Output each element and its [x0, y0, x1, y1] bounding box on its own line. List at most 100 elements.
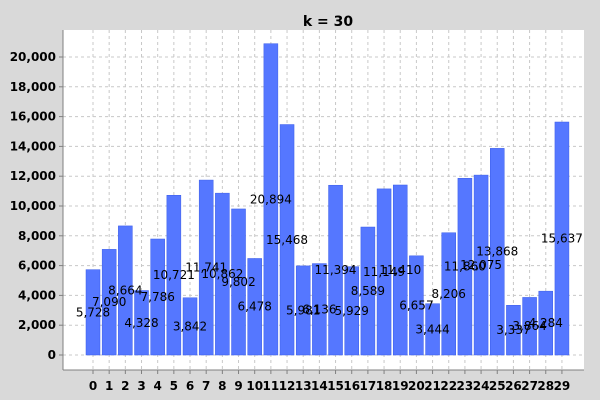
data-label: 11,149 — [363, 265, 405, 279]
data-label: 5,728 — [76, 305, 110, 319]
bar — [328, 184, 343, 356]
data-label: 5,929 — [335, 304, 369, 318]
data-label: 8,206 — [432, 287, 466, 301]
bar — [457, 178, 473, 356]
bar — [101, 249, 117, 356]
y-tick-label: 10,000 — [10, 199, 56, 213]
data-label: 20,894 — [250, 192, 292, 206]
x-tick-label: 21 — [424, 379, 441, 393]
x-tick-label: 9 — [234, 379, 242, 393]
y-tick-label: 2,000 — [18, 318, 56, 332]
x-tick-label: 6 — [186, 379, 194, 393]
data-label: 4,284 — [529, 316, 563, 330]
bar — [409, 255, 424, 356]
x-tick-label: 5 — [170, 379, 178, 393]
data-label: 15,637 — [541, 232, 583, 246]
data-label: 13,868 — [476, 245, 518, 259]
data-label: 11,741 — [185, 261, 227, 275]
bar — [376, 188, 392, 356]
bar — [538, 290, 554, 356]
data-label: 3,864 — [512, 319, 546, 333]
y-tick-label: 14,000 — [10, 139, 56, 153]
data-label: 9,802 — [221, 275, 255, 289]
data-label: 11,394 — [315, 263, 357, 277]
y-tick-label: 6,000 — [18, 259, 56, 273]
bar — [506, 305, 521, 356]
bar — [392, 184, 408, 356]
x-tick-label: 26 — [505, 379, 522, 393]
data-label: 6,657 — [399, 298, 433, 312]
y-tick-label: 16,000 — [10, 110, 56, 124]
data-label: 10,721 — [153, 268, 195, 282]
x-tick-label: 23 — [457, 379, 474, 393]
bar — [182, 297, 198, 356]
data-label: 11,860 — [444, 260, 486, 274]
x-tick-label: 18 — [376, 379, 393, 393]
bar — [554, 121, 570, 356]
x-tick-label: 7 — [202, 379, 210, 393]
data-label: 11,410 — [379, 263, 421, 277]
x-tick-label: 12 — [279, 379, 296, 393]
bar — [490, 148, 505, 356]
x-tick-label: 29 — [554, 379, 571, 393]
bar — [215, 192, 230, 356]
x-tick-label: 19 — [392, 379, 409, 393]
x-tick-label: 17 — [360, 379, 377, 393]
data-label: 3,337 — [496, 323, 530, 337]
x-tick-label: 14 — [311, 379, 328, 393]
x-tick-label: 15 — [327, 379, 344, 393]
x-tick-label: 11 — [263, 379, 280, 393]
bar — [279, 124, 295, 356]
data-label: 6,136 — [302, 302, 336, 316]
y-tick-label: 18,000 — [10, 80, 56, 94]
bar — [166, 195, 182, 356]
data-label: 6,478 — [238, 300, 272, 314]
bars — [85, 43, 570, 356]
bar — [441, 232, 456, 356]
x-tick-label: 28 — [537, 379, 554, 393]
y-axis-ticks: 0 2,000 4,000 6,000 8,000 10,000 12,000 14,000 1… — [10, 50, 63, 362]
data-label: 4,328 — [124, 316, 158, 330]
x-tick-label: 3 — [137, 379, 145, 393]
bar — [247, 258, 262, 356]
y-tick-label: 12,000 — [10, 169, 56, 183]
bar — [312, 263, 327, 356]
x-tick-label: 27 — [521, 379, 538, 393]
bar — [425, 303, 440, 356]
data-label: 8,664 — [108, 283, 142, 297]
bar — [118, 225, 133, 356]
data-label: 3,444 — [415, 322, 449, 336]
x-tick-label: 8 — [218, 379, 226, 393]
x-tick-label: 1 — [105, 379, 113, 393]
x-tick-label: 13 — [295, 379, 312, 393]
data-label: 7,090 — [92, 295, 126, 309]
x-tick-label: 2 — [121, 379, 129, 393]
y-tick-label: 20,000 — [10, 50, 56, 64]
x-tick-label: 0 — [89, 379, 97, 393]
bar — [198, 179, 214, 356]
x-tick-label: 25 — [489, 379, 506, 393]
x-tick-label: 16 — [343, 379, 360, 393]
bar — [231, 208, 246, 356]
bar — [473, 174, 489, 356]
bar — [85, 269, 101, 356]
data-label: 3,842 — [173, 319, 207, 333]
bar — [263, 43, 279, 356]
x-axis-ticks: 0 1 2 3 4 5 6 7 8 9 10 11 12 13 14 15 16 17 18 19 20 21 22 23 24… — [89, 370, 570, 393]
x-tick-label: 22 — [440, 379, 457, 393]
data-label: 10,862 — [201, 267, 243, 281]
x-tick-label: 10 — [246, 379, 263, 393]
data-label: 5,981 — [286, 303, 320, 317]
x-tick-label: 4 — [154, 379, 162, 393]
chart-title: k = 30 — [303, 14, 354, 30]
bar — [134, 290, 149, 356]
y-tick-label: 4,000 — [18, 288, 56, 302]
data-label: 15,468 — [266, 233, 308, 247]
data-label: 7,786 — [141, 290, 175, 304]
y-tick-label: 8,000 — [18, 229, 56, 243]
x-tick-label: 20 — [408, 379, 425, 393]
bar — [360, 226, 376, 356]
